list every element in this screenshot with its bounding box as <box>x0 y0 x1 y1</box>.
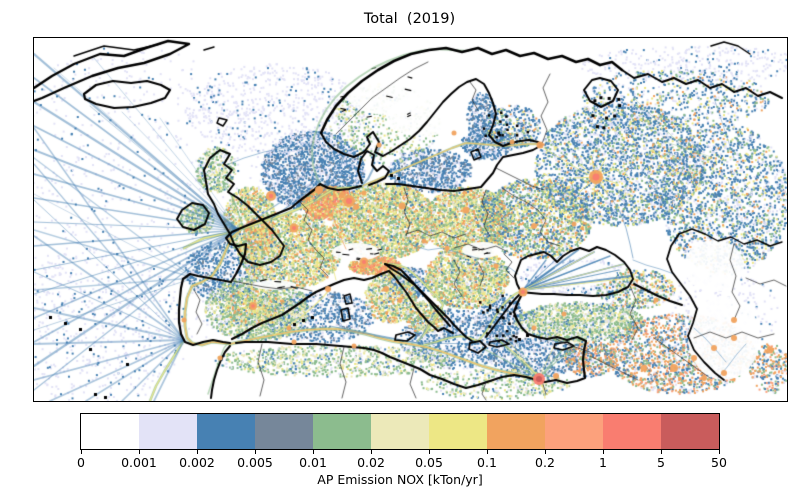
colorbar <box>80 413 720 450</box>
colorbar-tick <box>313 450 314 454</box>
emission-map-canvas <box>34 38 787 401</box>
colorbar-segment <box>603 414 661 449</box>
colorbar-axis-label: AP Emission NOX [kTon/yr] <box>317 472 483 487</box>
colorbar-tick <box>255 450 256 454</box>
colorbar-tick <box>197 450 198 454</box>
colorbar-segment <box>255 414 313 449</box>
colorbar-tick-label: 5 <box>657 455 665 470</box>
colorbar-tick <box>603 450 604 454</box>
colorbar-segment <box>313 414 371 449</box>
colorbar-segment <box>139 414 197 449</box>
colorbar-tick-label: 0.2 <box>535 455 555 470</box>
colorbar-tick-label: 1 <box>599 455 607 470</box>
colorbar-tick <box>429 450 430 454</box>
colorbar-tick-label: 0 <box>77 455 85 470</box>
colorbar-tick-label: 50 <box>711 455 727 470</box>
colorbar-segment <box>661 414 719 449</box>
colorbar-segment <box>81 414 139 449</box>
colorbar-tick-label: 0.05 <box>415 455 443 470</box>
colorbar-tick <box>81 450 82 454</box>
colorbar-segment <box>371 414 429 449</box>
colorbar-tick-label: 0.01 <box>299 455 327 470</box>
colorbar-tick-label: 0.02 <box>357 455 385 470</box>
colorbar-tick <box>487 450 488 454</box>
colorbar-tick-label: 0.005 <box>237 455 273 470</box>
colorbar-tick <box>719 450 720 454</box>
colorbar-segment <box>487 414 545 449</box>
colorbar-tick <box>661 450 662 454</box>
colorbar-segment <box>197 414 255 449</box>
colorbar-tick <box>139 450 140 454</box>
colorbar-segment <box>429 414 487 449</box>
colorbar-tick-label: 0.1 <box>477 455 497 470</box>
figure-title: Total (2019) <box>363 11 456 27</box>
colorbar-tick-label: 0.002 <box>179 455 215 470</box>
colorbar-tick <box>545 450 546 454</box>
colorbar-tick <box>371 450 372 454</box>
map-frame <box>33 37 788 402</box>
colorbar-segment <box>545 414 603 449</box>
colorbar-tick-label: 0.001 <box>121 455 157 470</box>
